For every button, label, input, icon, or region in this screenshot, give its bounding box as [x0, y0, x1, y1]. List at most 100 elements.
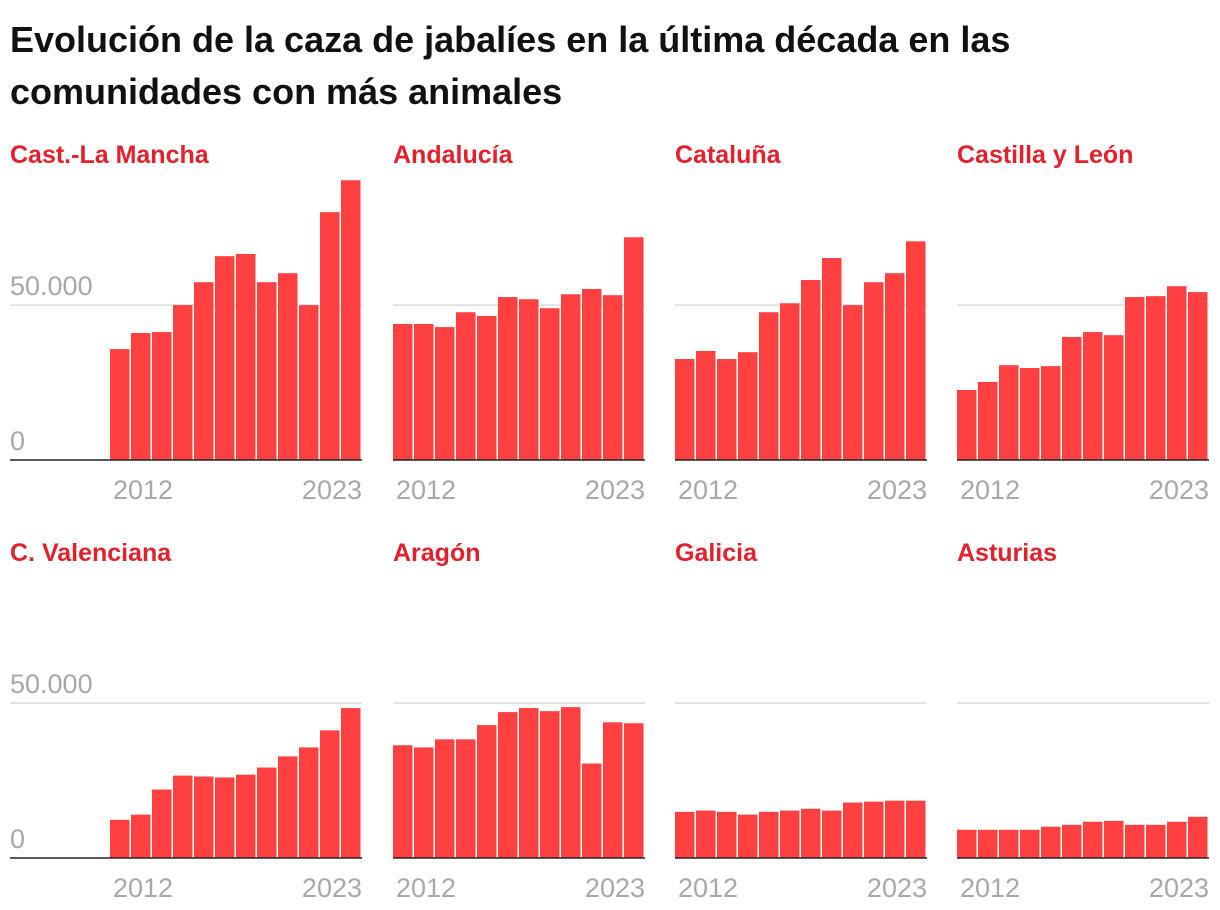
- bar: [1083, 821, 1103, 858]
- bar: [978, 381, 998, 460]
- bar: [582, 763, 602, 858]
- bar: [957, 829, 977, 858]
- bar: [393, 745, 413, 858]
- bar: [215, 256, 235, 460]
- bar: [999, 829, 1019, 858]
- bar: [257, 767, 277, 858]
- x-tick-label: 2023: [867, 475, 927, 505]
- bar: [738, 352, 758, 460]
- bar: [131, 332, 151, 460]
- chart-title: Evolución de la caza de jabalíes en la ú…: [10, 19, 1010, 112]
- bar: [456, 312, 476, 460]
- bar: [341, 180, 361, 461]
- panel-title: Cataluña: [675, 141, 782, 169]
- bar: [843, 305, 863, 460]
- bar: [236, 774, 256, 858]
- x-tick-label: 2023: [1149, 475, 1209, 505]
- bar: [1125, 297, 1145, 460]
- x-tick-label: 2023: [1149, 873, 1209, 903]
- y-tick-label: 0: [10, 426, 25, 456]
- bar: [759, 811, 779, 858]
- bar: [519, 708, 539, 858]
- x-tick-label: 2012: [396, 475, 456, 505]
- bar: [194, 282, 214, 460]
- bar: [320, 212, 340, 460]
- bar: [1083, 332, 1103, 460]
- bar: [561, 707, 581, 858]
- bar: [477, 315, 497, 460]
- bar: [843, 802, 863, 858]
- x-tick-label: 2023: [302, 475, 362, 505]
- bar: [906, 241, 926, 460]
- x-tick-label: 2012: [678, 873, 738, 903]
- bar: [957, 389, 977, 460]
- x-tick-label: 2012: [113, 873, 173, 903]
- bar: [215, 777, 235, 858]
- bar: [299, 305, 319, 460]
- bar: [738, 814, 758, 858]
- bar: [278, 273, 298, 460]
- bar: [1062, 337, 1082, 460]
- bar: [822, 810, 842, 858]
- x-tick-label: 2023: [585, 873, 645, 903]
- bar: [152, 332, 172, 460]
- bar: [906, 800, 926, 858]
- bar: [414, 324, 434, 460]
- bar: [1020, 367, 1040, 460]
- panel-title: Andalucía: [393, 141, 514, 169]
- bar: [978, 829, 998, 858]
- bar: [801, 280, 821, 460]
- y-tick-label: 0: [10, 824, 25, 854]
- bar: [414, 747, 434, 858]
- bar: [540, 711, 560, 858]
- bar: [1146, 824, 1166, 858]
- bar: [822, 258, 842, 460]
- bar: [561, 294, 581, 460]
- bar: [1104, 335, 1124, 460]
- y-tick-label: 50.000: [10, 271, 93, 301]
- bar: [278, 756, 298, 858]
- bar: [1167, 286, 1187, 460]
- bar: [1041, 826, 1061, 858]
- bar: [696, 350, 716, 460]
- panel-title: C. Valenciana: [10, 539, 172, 567]
- x-tick-label: 2012: [960, 873, 1020, 903]
- x-tick-label: 2012: [678, 475, 738, 505]
- bar: [257, 282, 277, 460]
- bar: [456, 739, 476, 858]
- bar: [1062, 824, 1082, 858]
- bar: [435, 327, 455, 460]
- bar: [299, 747, 319, 858]
- bar: [780, 303, 800, 460]
- x-tick-label: 2012: [960, 475, 1020, 505]
- bar: [1104, 820, 1124, 858]
- bar: [1020, 829, 1040, 858]
- bar: [1167, 821, 1187, 858]
- bar: [173, 775, 193, 858]
- bar: [1041, 366, 1061, 460]
- bar: [435, 739, 455, 858]
- panel-title: Asturias: [957, 539, 1057, 567]
- bar: [131, 814, 151, 858]
- bar: [780, 810, 800, 858]
- panel-title: Aragón: [393, 539, 481, 567]
- bar: [236, 253, 256, 460]
- bar: [603, 722, 623, 858]
- bar: [717, 359, 737, 460]
- bar: [885, 800, 905, 858]
- x-tick-label: 2012: [396, 873, 456, 903]
- bar: [498, 712, 518, 858]
- bar: [675, 811, 695, 858]
- bar: [110, 349, 130, 460]
- bar: [1188, 816, 1208, 858]
- y-tick-label: 50.000: [10, 669, 93, 699]
- bar: [624, 237, 644, 460]
- bar: [864, 801, 884, 858]
- bar: [173, 305, 193, 460]
- panel-title: Galicia: [675, 539, 758, 567]
- bar: [152, 789, 172, 858]
- panel-title: Castilla y León: [957, 141, 1133, 169]
- bar: [393, 324, 413, 460]
- bar: [801, 808, 821, 858]
- bar: [540, 308, 560, 460]
